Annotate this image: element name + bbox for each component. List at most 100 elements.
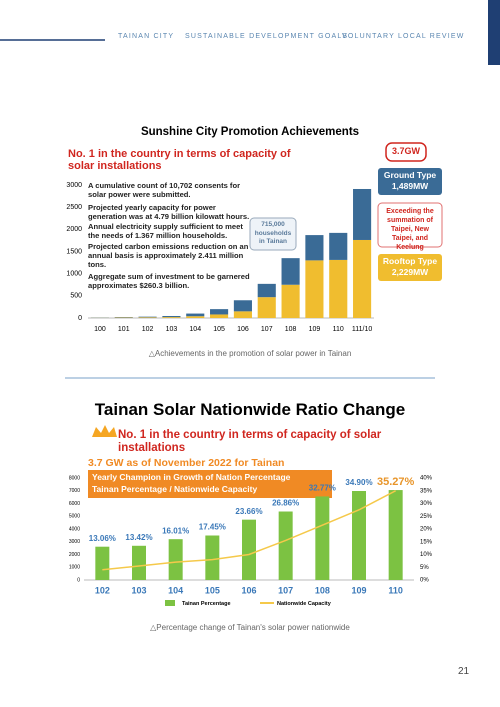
- chart-title: Tainan Solar Nationwide Ratio Change: [94, 400, 406, 419]
- bar-segment: [257, 297, 276, 318]
- x-tick-label: 104: [189, 326, 201, 333]
- x-tick-label: 102: [142, 326, 154, 333]
- note: A cumulative count of 10,702 consents fo…: [88, 181, 241, 199]
- value-label: 32.77%: [309, 484, 336, 493]
- y-tick-label: 8000: [69, 475, 80, 481]
- bar: [352, 491, 366, 580]
- x-tick-label: 104: [168, 585, 183, 595]
- callout: Rooftop Type 2,229MW: [382, 256, 438, 277]
- chart-title: Sunshine City Promotion Achievements: [140, 126, 360, 138]
- bar-segment: [186, 316, 205, 318]
- x-tick-label: 109: [309, 326, 321, 333]
- banner-box: [88, 470, 332, 498]
- x-tick-label: 105: [213, 326, 225, 333]
- note: Annual electricity supply sufficient to …: [88, 222, 243, 240]
- callout-box: [378, 254, 442, 281]
- bar-segment: [210, 309, 229, 315]
- bar-segment: [329, 259, 348, 318]
- y-tick-label: 7000: [69, 488, 80, 494]
- bar: [388, 490, 403, 580]
- y2-tick-label: 10%: [420, 552, 433, 558]
- x-tick-label: 102: [95, 585, 110, 595]
- callout: Ground Type 1,489MW: [383, 170, 437, 191]
- x-tick-label: 110: [333, 326, 344, 333]
- x-tick-label: 103: [166, 326, 178, 333]
- y-tick-label: 500: [70, 293, 82, 300]
- x-tick-label: 111/10: [352, 326, 372, 333]
- y-tick-label: 0: [77, 577, 80, 583]
- bar-segment: [138, 316, 157, 318]
- x-tick-label: 106: [241, 585, 256, 595]
- note: Projected yearly capacity for power gene…: [88, 203, 250, 221]
- x-tick-label: 101: [118, 326, 130, 333]
- y-tick-label: 2500: [66, 204, 82, 211]
- caption: △Achievements in the promotion of solar …: [148, 349, 352, 358]
- value-label: 23.66%: [235, 507, 262, 516]
- callout-box: [377, 202, 443, 248]
- x-tick-label: 100: [94, 326, 106, 333]
- x-tick-label: 105: [205, 585, 220, 595]
- y2-tick-label: 15%: [420, 539, 433, 545]
- y-tick-label: 2000: [66, 226, 82, 233]
- value-label: 17.45%: [199, 523, 226, 532]
- bar-segment: [305, 260, 324, 318]
- bar-segment: [281, 284, 300, 318]
- value-label: 26.86%: [272, 499, 299, 508]
- bar-segment: [138, 317, 157, 318]
- chart-subtitle: No. 1 in the country in terms of capacit…: [118, 429, 382, 454]
- crown-icon: [92, 425, 117, 437]
- y2-tick-label: 5%: [420, 565, 429, 571]
- y-tick-label: 6000: [69, 501, 80, 507]
- callout-box: [249, 217, 297, 251]
- callout: 715,000 households in Tainan: [254, 221, 292, 245]
- bar-segment: [186, 313, 205, 317]
- bar: [95, 546, 110, 580]
- x-tick-label: 106: [237, 326, 249, 333]
- legend-label: Nationwide Capacity: [277, 601, 332, 607]
- y-tick-label: 1500: [66, 248, 82, 255]
- callout-box: [385, 142, 427, 162]
- y-tick-label: 5000: [69, 514, 80, 520]
- chart-subtitle: 3.7 GW as of November 2022 for Tainan: [88, 457, 285, 469]
- bar-segment: [305, 235, 324, 261]
- y-tick-label: 2000: [69, 552, 80, 558]
- bar: [315, 496, 330, 580]
- header-text: VOLUNTARY LOCAL REVIEW: [342, 33, 465, 40]
- bar-segment: [162, 317, 181, 318]
- value-label: 16.01%: [162, 526, 189, 535]
- y2-tick-label: 20%: [420, 527, 433, 533]
- legend-label: Tainan Percentage: [182, 601, 231, 607]
- value-label: 34.90%: [345, 478, 372, 487]
- header-text: TAINAN CITY: [118, 33, 175, 40]
- y-tick-label: 3000: [66, 182, 82, 189]
- bar: [205, 535, 220, 580]
- line: [102, 490, 397, 571]
- callout: Exceeding the summation of Taipei, New T…: [386, 208, 434, 251]
- bar-segment: [329, 232, 348, 260]
- x-tick-label: 107: [261, 326, 273, 333]
- note: Projected carbon emissions reduction on …: [88, 242, 249, 269]
- y-tick-label: 1000: [66, 271, 82, 278]
- bar-segment: [353, 239, 372, 318]
- x-tick-label: 107: [278, 585, 293, 595]
- y-tick-label: 1000: [69, 565, 80, 571]
- y2-tick-label: 0%: [420, 578, 429, 584]
- x-tick-label: 103: [131, 585, 146, 595]
- x-tick-label: 109: [351, 585, 366, 595]
- x-tick-label: 108: [285, 326, 297, 333]
- value-label: 13.42%: [125, 533, 152, 542]
- note: Aggregate sum of investment to be garner…: [88, 272, 250, 290]
- bar: [242, 519, 256, 580]
- header-text: SUSTAINABLE DEVELOPMENT GOALS: [185, 33, 349, 40]
- x-tick-label: 108: [315, 585, 330, 595]
- bar-segment: [257, 283, 276, 298]
- y2-tick-label: 40%: [420, 476, 433, 482]
- callout-box: [378, 168, 442, 195]
- bar: [168, 539, 183, 580]
- page-number: 21: [458, 666, 470, 677]
- caption: △Percentage change of Tainan's solar pow…: [150, 623, 350, 632]
- bar-segment: [233, 300, 252, 312]
- callout: 3.7GW: [391, 146, 420, 156]
